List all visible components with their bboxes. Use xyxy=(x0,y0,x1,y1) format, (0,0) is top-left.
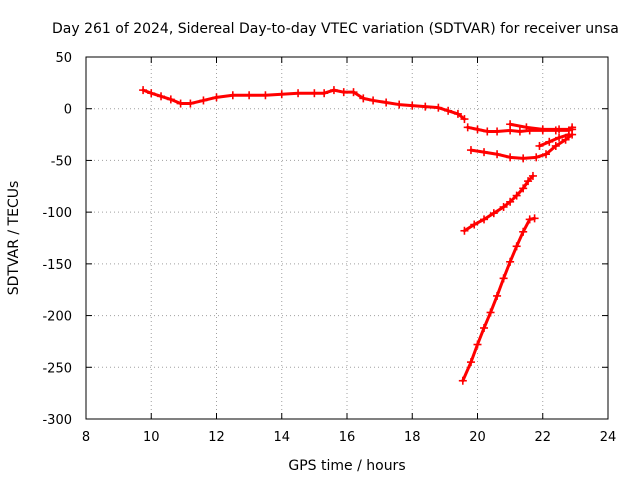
series-descending-line-1 xyxy=(460,171,537,235)
y-tick-label: 0 xyxy=(64,103,72,118)
series-descending-line-2 xyxy=(458,214,539,385)
y-tick-label: 50 xyxy=(55,51,72,66)
x-tick-label: 20 xyxy=(469,430,486,445)
y-tick-label: -100 xyxy=(42,206,72,221)
chart-title: Day 261 of 2024, Sidereal Day-to-day VTE… xyxy=(52,21,619,37)
y-axis-title: SDTVAR / TECUs xyxy=(6,181,22,296)
x-tick-label: 16 xyxy=(339,430,356,445)
x-tick-labels: 8 10 12 14 16 18 20 22 24 xyxy=(82,430,616,445)
x-tick-label: 22 xyxy=(534,430,551,445)
series-lower-arc-return xyxy=(535,130,573,150)
series-line xyxy=(462,174,535,233)
series-line xyxy=(537,133,571,148)
x-tick-label: 24 xyxy=(600,430,617,445)
series-lower-arc xyxy=(466,130,577,163)
y-tick-label: -50 xyxy=(51,154,72,169)
x-tick-label: 12 xyxy=(208,430,225,445)
y-tick-labels: 50 0 -50 -100 -150 -200 -250 -300 xyxy=(42,51,72,428)
series-upper-arc-return xyxy=(506,120,577,134)
y-tick-label: -250 xyxy=(42,361,72,376)
x-tick-label: 14 xyxy=(273,430,290,445)
x-tick-label: 8 xyxy=(82,430,90,445)
series-line xyxy=(469,133,574,160)
axis-ticks xyxy=(85,56,609,420)
y-tick-label: -150 xyxy=(42,258,72,273)
series-line xyxy=(461,216,537,383)
data-series xyxy=(139,86,577,385)
x-tick-label: 18 xyxy=(404,430,421,445)
x-axis-title: GPS time / hours xyxy=(288,458,405,474)
series-line xyxy=(141,88,466,121)
x-tick-label: 10 xyxy=(143,430,160,445)
y-tick-label: -200 xyxy=(42,310,72,325)
series-main-trace xyxy=(139,86,469,124)
y-tick-label: -300 xyxy=(42,413,72,428)
grid-lines xyxy=(86,57,608,419)
